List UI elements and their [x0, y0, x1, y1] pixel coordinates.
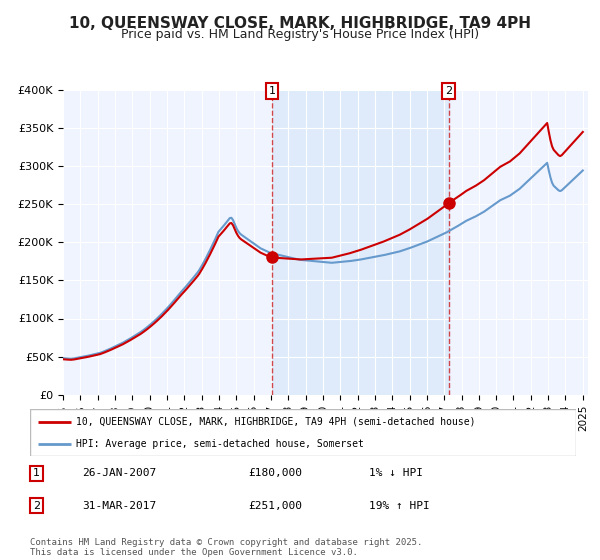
Text: 31-MAR-2017: 31-MAR-2017	[82, 501, 156, 511]
Text: 19% ↑ HPI: 19% ↑ HPI	[368, 501, 429, 511]
Text: 2: 2	[33, 501, 40, 511]
Text: 2: 2	[445, 86, 452, 96]
Point	[444, 199, 454, 208]
Text: 26-JAN-2007: 26-JAN-2007	[82, 468, 156, 478]
Text: 1: 1	[33, 468, 40, 478]
Point	[268, 253, 277, 262]
FancyBboxPatch shape	[30, 409, 576, 456]
Text: £180,000: £180,000	[248, 468, 302, 478]
Text: 10, QUEENSWAY CLOSE, MARK, HIGHBRIDGE, TA9 4PH: 10, QUEENSWAY CLOSE, MARK, HIGHBRIDGE, T…	[69, 16, 531, 31]
Text: Contains HM Land Registry data © Crown copyright and database right 2025.
This d: Contains HM Land Registry data © Crown c…	[30, 538, 422, 557]
Bar	[272, 90, 449, 395]
Text: HPI: Average price, semi-detached house, Somerset: HPI: Average price, semi-detached house,…	[76, 438, 364, 449]
Text: 1: 1	[269, 86, 275, 96]
Text: £251,000: £251,000	[248, 501, 302, 511]
Text: 10, QUEENSWAY CLOSE, MARK, HIGHBRIDGE, TA9 4PH (semi-detached house): 10, QUEENSWAY CLOSE, MARK, HIGHBRIDGE, T…	[76, 417, 476, 427]
Text: Price paid vs. HM Land Registry's House Price Index (HPI): Price paid vs. HM Land Registry's House …	[121, 28, 479, 41]
Text: 1% ↓ HPI: 1% ↓ HPI	[368, 468, 422, 478]
